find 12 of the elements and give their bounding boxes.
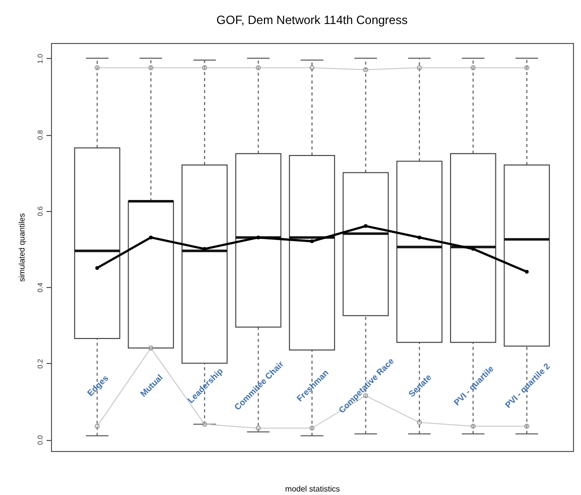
point <box>364 224 368 228</box>
point <box>524 270 529 274</box>
point <box>418 236 422 240</box>
y-axis-title: simulated quantiles <box>18 213 26 282</box>
chart-title: GOF, Dem Network 114th Congress <box>216 13 408 27</box>
x-axis-title: model statistics <box>285 484 340 494</box>
point <box>471 247 475 251</box>
point <box>256 236 260 240</box>
point <box>95 266 100 270</box>
point <box>149 236 153 240</box>
point <box>202 247 206 251</box>
point <box>310 239 314 244</box>
